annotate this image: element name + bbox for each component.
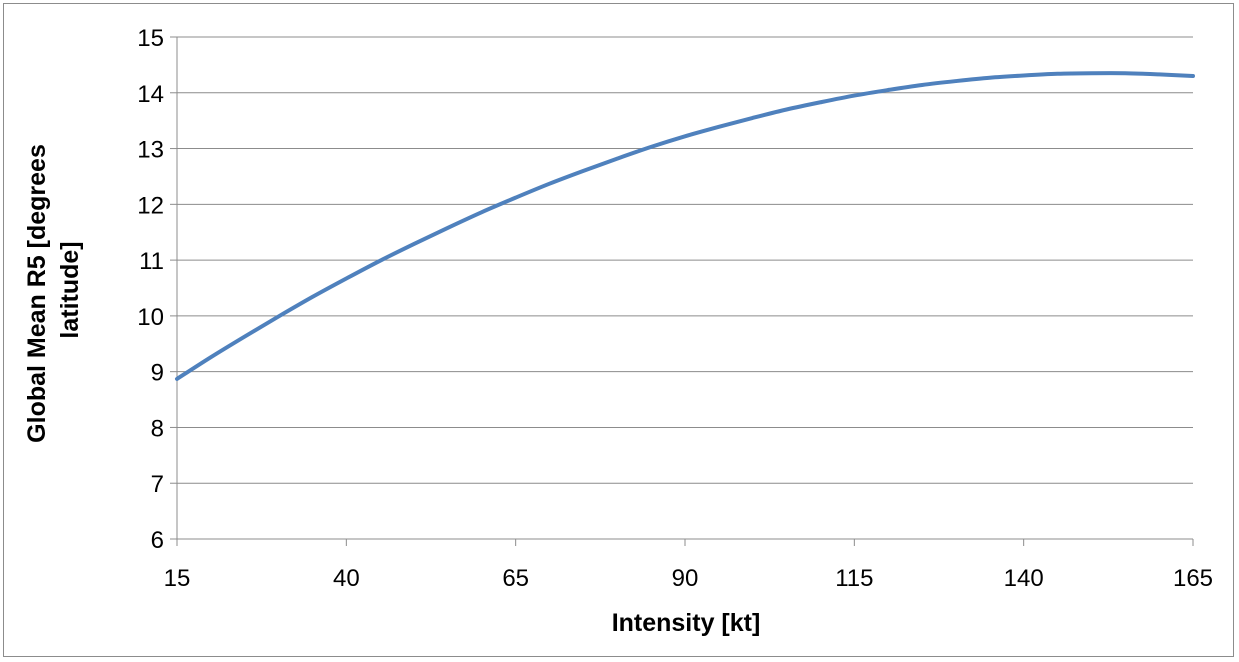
x-axis-title: Intensity [kt]: [612, 609, 761, 637]
series-layer: [175, 71, 1195, 381]
tick-labels: 6 7 8 9 10 11 12 13 14 15 15 40 65 90 115 140 165: [137, 25, 1213, 592]
y-tick-label: 10: [137, 304, 164, 331]
y-axis-title-line-1: Global Mean R5 [degrees: [23, 144, 51, 443]
y-tick-label: 11: [139, 248, 164, 275]
y-axis-title-line-2: latitude]: [56, 241, 84, 338]
y-tick-label: 9: [151, 360, 164, 387]
gridlines: [177, 36, 1193, 484]
y-tick-label: 13: [137, 137, 164, 164]
x-tick-label: 15: [164, 565, 191, 592]
y-tick-label: 8: [151, 415, 164, 442]
x-tick-label: 140: [1004, 565, 1044, 592]
y-tick-label: 6: [151, 527, 164, 554]
x-tick-label: 40: [333, 565, 360, 592]
x-tick-label: 65: [502, 565, 529, 592]
y-tick-label: 12: [137, 192, 164, 219]
y-tick-label: 15: [137, 25, 164, 52]
x-tick-label: 165: [1173, 565, 1213, 592]
chart-frame: [3, 3, 1234, 657]
series-line: [175, 71, 1195, 381]
x-tick-label: 90: [672, 565, 699, 592]
y-axis-title: Global Mean R5 [degrees latitude]: [23, 137, 84, 443]
y-tick-label: 14: [137, 81, 164, 108]
x-tick-label: 115: [835, 565, 873, 592]
y-tick-label: 7: [151, 471, 164, 498]
axes: [170, 36, 1194, 546]
